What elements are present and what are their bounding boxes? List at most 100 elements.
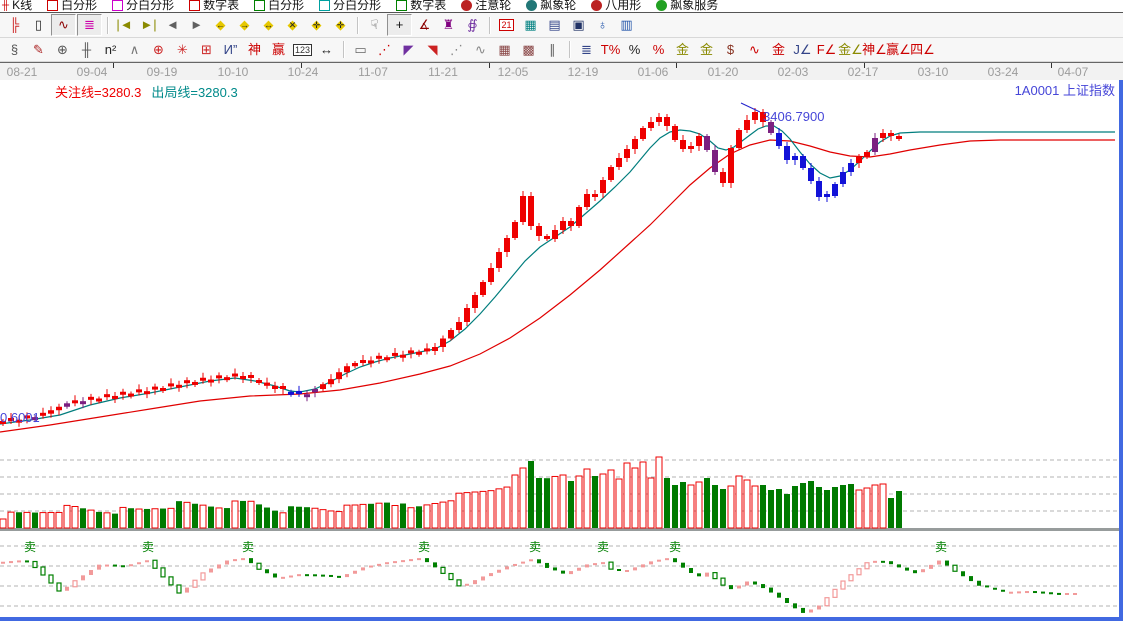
pattern-tool-button[interactable]: ∿ xyxy=(51,14,76,36)
cycle-circle-button[interactable]: ⊕ xyxy=(51,40,74,60)
expand-all-button[interactable]: ◆ ✛ xyxy=(329,15,352,35)
fibonacci-n2-button[interactable]: n² xyxy=(99,40,122,60)
zoom-left-icon: ◆ xyxy=(215,17,226,32)
quote-mark-button[interactable]: И” xyxy=(219,40,242,60)
gold-red-button[interactable]: 金 xyxy=(767,40,790,60)
grid-tool-button[interactable]: ▦ xyxy=(493,40,516,60)
pc-export-button[interactable]: ▥ xyxy=(615,15,638,35)
menu-item-7[interactable]: 注意轮 xyxy=(461,0,511,12)
menu-item-10[interactable]: 飙象服务 xyxy=(656,0,718,12)
pan-hand-button[interactable]: ☟ xyxy=(363,15,386,35)
menu-item-8[interactable]: 飙象轮 xyxy=(526,0,576,12)
zoom-right-button[interactable]: ◆ → xyxy=(233,15,256,35)
net-export-button[interactable]: ♁ xyxy=(591,15,614,35)
fan-lines-icon: ⋰ xyxy=(378,41,391,57)
candle-style-button[interactable]: ▯ xyxy=(27,15,50,35)
toolbar-separator xyxy=(357,16,358,34)
levels-button[interactable]: ≣ xyxy=(575,40,598,60)
t-percent-button[interactable]: T% xyxy=(599,40,622,60)
gann-box-button[interactable]: ⊞ xyxy=(195,40,218,60)
zoom-left-overlay-icon: ← xyxy=(216,20,225,30)
angle-tool-icon: ∡ xyxy=(418,17,431,32)
gold-lines-button[interactable]: 金 xyxy=(695,40,718,60)
percent-lines-button[interactable]: % xyxy=(647,40,670,60)
zigzag-lines-button[interactable]: ∿ xyxy=(743,40,766,60)
ying-tool-icon: 赢 xyxy=(271,41,285,57)
gold-angle-button[interactable]: 金∠ xyxy=(838,40,863,60)
menu-item-6[interactable]: 数字表 xyxy=(396,0,446,12)
sell-marker: 卖 xyxy=(24,540,36,554)
gann-web-button[interactable]: ✳ xyxy=(171,40,194,60)
curve-tool-button[interactable]: ∯ xyxy=(461,15,484,35)
page-left-button[interactable]: ◄ xyxy=(161,15,184,35)
menu-item-9[interactable]: 八用形 xyxy=(591,0,641,12)
jump-first-button[interactable]: |◄ xyxy=(113,15,136,35)
t-percent-icon: T% xyxy=(600,41,621,57)
candlestick-series xyxy=(0,108,902,427)
page-right-button[interactable]: ► xyxy=(185,15,208,35)
fan-box-button[interactable]: ◤ xyxy=(397,40,420,60)
axis-tick xyxy=(676,63,677,68)
ying-tool-button[interactable]: 赢 xyxy=(267,40,290,60)
f-angle-button[interactable]: F∠ xyxy=(815,40,838,60)
calculator-button[interactable]: ▦ xyxy=(519,15,542,35)
menu-item-4[interactable]: 白分形 xyxy=(254,0,304,12)
compress-x-button[interactable]: ◆ ✕ xyxy=(281,15,304,35)
si-angle-button[interactable]: 四∠ xyxy=(910,40,935,60)
crosshair-button[interactable]: + xyxy=(387,14,412,36)
signal-lines-header: 关注线=3280.3 出局线=3280.3 xyxy=(55,82,238,101)
circle-target-button[interactable]: ⊕ xyxy=(147,40,170,60)
service-icon xyxy=(656,0,668,11)
wave-tool-button[interactable]: ∿ xyxy=(469,40,492,60)
j-angle-button[interactable]: J∠ xyxy=(791,40,814,60)
grid-arrow-button[interactable]: ▩ xyxy=(517,40,540,60)
price-bell-button[interactable]: $ xyxy=(719,40,742,60)
fractal-magenta-icon xyxy=(112,0,124,11)
kline-period-button[interactable]: ╠ xyxy=(3,15,26,35)
chart-canvas[interactable]: 卖卖卖卖卖卖卖卖 3406.7900 关注线=3280.3 出局线=3280.3 … xyxy=(0,80,1123,621)
toolbar-separator xyxy=(343,41,344,58)
menu-item-label: K线 xyxy=(12,0,33,12)
zoom-left-button[interactable]: ◆ ← xyxy=(209,15,232,35)
ma-fast-line xyxy=(0,125,1115,425)
menu-item-1[interactable]: 白分形 xyxy=(47,0,97,12)
ruler-123-button[interactable]: 123 xyxy=(291,40,314,60)
menu-item-0[interactable]: ╫ K线 xyxy=(2,0,32,12)
save-icon: ▣ xyxy=(572,17,585,32)
color-histogram-button[interactable]: ≣ xyxy=(77,14,102,36)
angle-tool-button[interactable]: ∡ xyxy=(413,15,436,35)
exit-line-label: 出局线=3280.3 xyxy=(151,85,238,100)
save-button[interactable]: ▣ xyxy=(567,15,590,35)
fan-lines-button[interactable]: ⋰ xyxy=(373,40,396,60)
wheel-teal-icon xyxy=(526,0,538,11)
menu-item-3[interactable]: 数字表 xyxy=(189,0,239,12)
percent-button[interactable]: % xyxy=(623,40,646,60)
draw-pen-button[interactable]: ✎ xyxy=(27,40,50,60)
shen-tool-button[interactable]: 神 xyxy=(243,40,266,60)
page-right-icon: ► xyxy=(190,17,203,32)
ying-angle-button[interactable]: 赢∠ xyxy=(886,40,911,60)
measure-button[interactable]: ↔ xyxy=(315,40,338,60)
notes-button[interactable]: ▤ xyxy=(543,15,566,35)
zoom-fit-button[interactable]: ◆ ↔ xyxy=(257,15,280,35)
gold-spiral-button[interactable]: § xyxy=(3,40,26,60)
cycle-comb-button[interactable]: ╫ xyxy=(75,40,98,60)
gold-circle-button[interactable]: 金 xyxy=(671,40,694,60)
rect-tool-button[interactable]: ▭ xyxy=(349,40,372,60)
jump-last-button[interactable]: ►| xyxy=(137,15,160,35)
fan-gray-button[interactable]: ⋰ xyxy=(445,40,468,60)
fan-box-arrow-button[interactable]: ◥ xyxy=(421,40,444,60)
parallel-lines-button[interactable]: ∥ xyxy=(541,40,564,60)
menu-item-2[interactable]: 分白分形 xyxy=(112,0,174,12)
kline-period-icon: ╠ xyxy=(9,17,20,32)
mirror-lines-button[interactable]: ∧ xyxy=(123,40,146,60)
shen-angle-button[interactable]: 神∠ xyxy=(862,40,887,60)
table-red-icon xyxy=(189,0,201,11)
calendar-button[interactable]: 21 xyxy=(495,15,518,35)
percent-icon: % xyxy=(628,41,641,57)
compress-x-icon: ◆ xyxy=(287,17,298,32)
gann-tool-button[interactable]: ♜ xyxy=(437,15,460,35)
date-label: 03-24 xyxy=(987,65,1019,79)
compress-all-button[interactable]: ◆ ✛ xyxy=(305,15,328,35)
menu-item-5[interactable]: 分白分形 xyxy=(319,0,381,12)
